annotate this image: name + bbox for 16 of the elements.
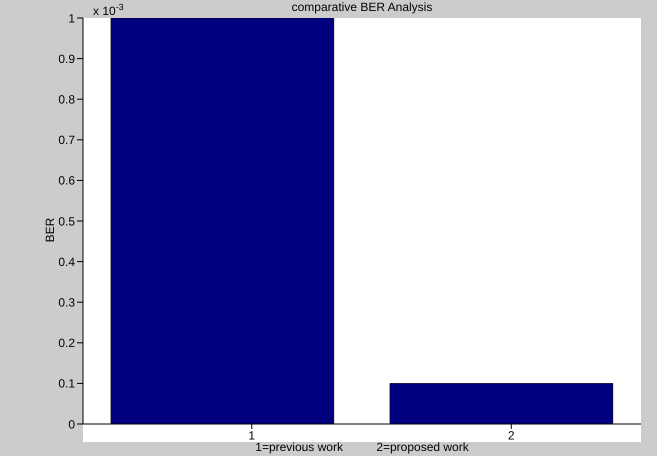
y-tick-label: 0.6 xyxy=(58,174,76,188)
y-tick-label: 0.8 xyxy=(58,92,76,106)
y-tick-label: 0.5 xyxy=(58,214,76,228)
chart-title: comparative BER Analysis xyxy=(292,0,432,14)
y-tick-label: 0.1 xyxy=(58,376,76,391)
y-tick-label: 1 xyxy=(68,11,76,26)
y-tick-label: 0.9 xyxy=(58,52,76,66)
y-tick-label: 0.3 xyxy=(58,295,76,310)
y-tick-label: 0.7 xyxy=(58,133,76,148)
y-tick-label: 0 xyxy=(68,417,76,432)
annotation: x 10$^{-3}$ xyxy=(93,2,124,18)
y-tick-label: 0.2 xyxy=(58,336,76,350)
y-tick-label: 0.4 xyxy=(58,254,76,269)
x-tick-label: 2 xyxy=(508,428,515,443)
y-axis-title: BER xyxy=(43,218,57,242)
x-axis-title: 1=previous work 2=proposed work xyxy=(255,440,469,454)
